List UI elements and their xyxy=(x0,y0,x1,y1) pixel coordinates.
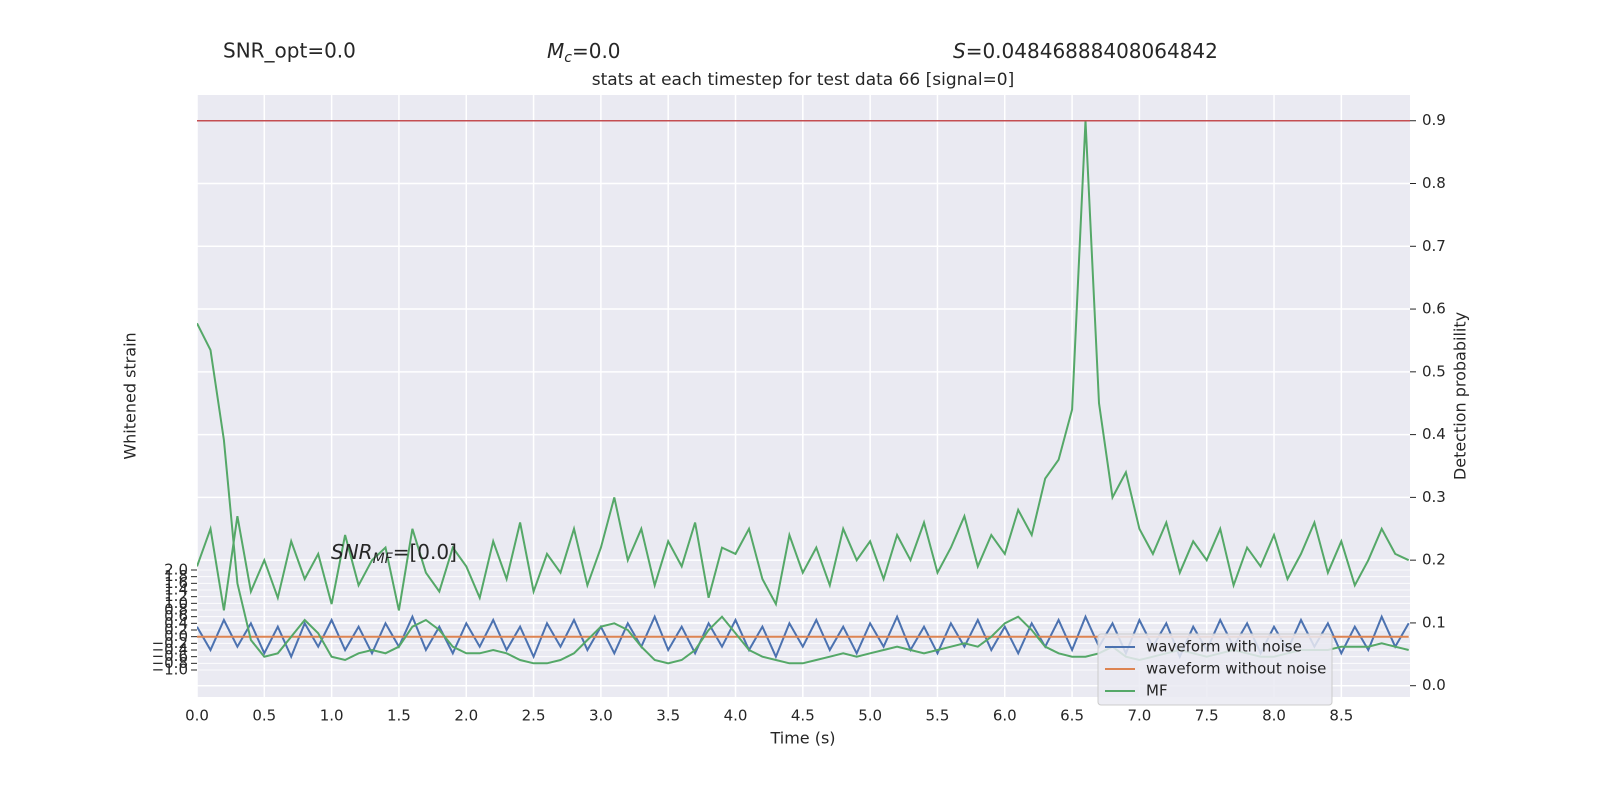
y-tick-label: 0.2 xyxy=(164,621,188,639)
x-tick-label: 7.5 xyxy=(1195,707,1219,725)
legend-label: waveform with noise xyxy=(1146,638,1302,656)
y-tick-label: 1.8 xyxy=(164,567,188,585)
x-axis-label: Time (s) xyxy=(769,729,835,748)
y-tick-label: 1.6 xyxy=(164,574,188,592)
y-tick-label: −0.6 xyxy=(152,647,188,665)
mc-symbol: M xyxy=(547,39,564,63)
s-symbol: S xyxy=(953,39,966,63)
x-tick-label: 2.5 xyxy=(522,707,546,725)
y2-tick-label: 0.8 xyxy=(1422,174,1446,192)
y-axis-label: Whitened strain xyxy=(121,332,140,459)
y-tick-label: −0.4 xyxy=(152,641,188,659)
x-tick-label: 5.5 xyxy=(926,707,950,725)
y-tick-label: −1.0 xyxy=(152,661,188,679)
s-label: S=0.04846888408064842 xyxy=(953,39,1218,63)
x-tick-label: 5.0 xyxy=(858,707,882,725)
mc-label: Mc=0.0 xyxy=(547,39,621,67)
detection-line xyxy=(197,120,1410,611)
mc-sub: c xyxy=(564,50,572,66)
y2-tick-label: 0.6 xyxy=(1422,300,1446,318)
mc-rest: =0.0 xyxy=(572,39,621,63)
x-tick-label: 4.0 xyxy=(724,707,748,725)
legend-label: waveform without noise xyxy=(1146,660,1326,678)
y2-tick-label: 0.1 xyxy=(1422,613,1446,631)
x-tick-label: 3.0 xyxy=(589,707,613,725)
legend-label: MF xyxy=(1146,682,1168,700)
chart-title: stats at each timestep for test data 66 … xyxy=(592,70,1015,90)
y2-tick-label: 0.4 xyxy=(1422,425,1446,443)
y2-tick-label: 0.3 xyxy=(1422,488,1446,506)
x-tick-label: 1.0 xyxy=(320,707,344,725)
x-tick-label: 7.0 xyxy=(1127,707,1151,725)
s-rest: =0.04846888408064842 xyxy=(966,39,1218,63)
y2-tick-label: 0.2 xyxy=(1422,551,1446,569)
y-tick-label: 0.8 xyxy=(164,601,188,619)
y-tick-label: 1.0 xyxy=(164,594,188,612)
y-tick-label: 2.0 xyxy=(164,561,188,579)
x-tick-label: 8.5 xyxy=(1329,707,1353,725)
y-tick-label: 0.0 xyxy=(164,627,188,645)
x-tick-label: 6.0 xyxy=(993,707,1017,725)
x-tick-label: 8.0 xyxy=(1262,707,1286,725)
x-tick-label: 2.0 xyxy=(454,707,478,725)
snr-mf-annotation: SNRMF=[0.0] xyxy=(331,540,457,568)
x-tick-label: 0.5 xyxy=(252,707,276,725)
y-tick-label: 1.2 xyxy=(164,587,188,605)
snr-opt: SNR_opt=0.0 xyxy=(223,39,356,63)
snr-mf-sub: MF xyxy=(373,551,394,567)
snr-mf-rest: =[0.0] xyxy=(393,540,457,564)
y2-tick-label: 0.0 xyxy=(1422,676,1446,694)
x-tick-label: 6.5 xyxy=(1060,707,1084,725)
y-tick-label: −0.2 xyxy=(152,634,188,652)
y2-tick-label: 0.5 xyxy=(1422,362,1446,380)
legend-box xyxy=(1097,633,1333,706)
y2-axis-label: Detection probability xyxy=(1451,312,1470,480)
y2-tick-label: 0.9 xyxy=(1422,111,1446,129)
y-tick-label: 0.6 xyxy=(164,607,188,625)
x-tick-label: 0.0 xyxy=(185,707,209,725)
y-tick-label: 1.4 xyxy=(164,581,188,599)
snr-mf-symbol: SNR xyxy=(331,540,373,564)
plot-layer: 0.0 0.5 1.0 1.5 2.0 2.5 3.0 3.5 4.0 4.5 5.0 5.5 6.0 6… xyxy=(152,95,1446,725)
x-tick-label: 4.5 xyxy=(791,707,815,725)
y2-tick-label: 0.7 xyxy=(1422,237,1446,255)
y-tick-label: −0.8 xyxy=(152,654,188,672)
x-tick-label: 3.5 xyxy=(656,707,680,725)
y-tick-label: 0.4 xyxy=(164,614,188,632)
x-tick-label: 1.5 xyxy=(387,707,411,725)
